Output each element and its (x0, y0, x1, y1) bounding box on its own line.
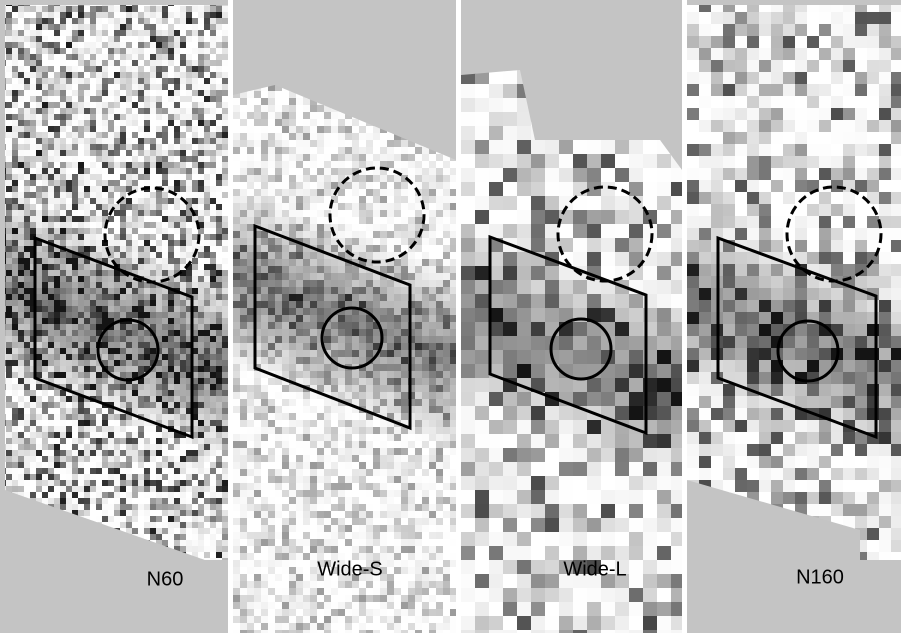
panel: N160 (687, 0, 901, 633)
panel: Wide-S (233, 0, 458, 633)
panel-label: N160 (796, 566, 844, 588)
panel-label: N60 (147, 568, 184, 590)
panel: N60 (0, 0, 229, 633)
page: {"panels": [{"label": "N60"}, {"label": … (0, 0, 901, 633)
panel-label: Wide-L (563, 558, 626, 580)
figure: N60 Wide-S Wide-L N160 (0, 0, 901, 633)
panel-label: Wide-S (317, 558, 383, 580)
panel: Wide-L (461, 0, 686, 633)
